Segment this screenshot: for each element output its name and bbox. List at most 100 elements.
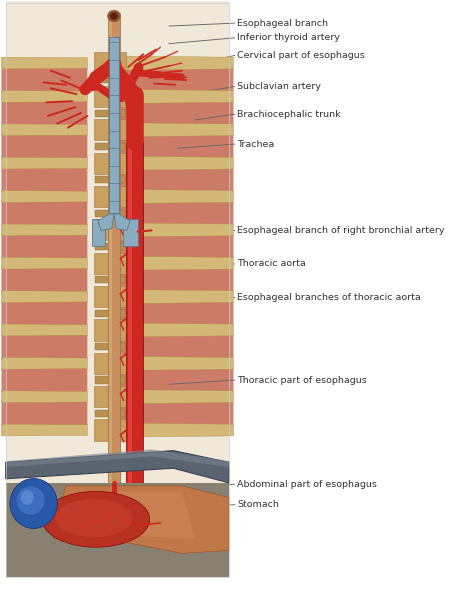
Polygon shape bbox=[109, 37, 119, 213]
Polygon shape bbox=[1, 90, 87, 102]
Polygon shape bbox=[1, 158, 87, 169]
Polygon shape bbox=[98, 214, 114, 231]
Ellipse shape bbox=[55, 499, 132, 537]
Polygon shape bbox=[118, 367, 234, 393]
Polygon shape bbox=[95, 110, 125, 117]
Polygon shape bbox=[1, 166, 87, 193]
Polygon shape bbox=[94, 153, 126, 173]
Polygon shape bbox=[1, 191, 87, 202]
Polygon shape bbox=[1, 100, 87, 126]
Ellipse shape bbox=[21, 490, 34, 505]
Polygon shape bbox=[1, 291, 87, 303]
Polygon shape bbox=[94, 286, 126, 307]
Text: Brachiocephalic trunk: Brachiocephalic trunk bbox=[237, 110, 340, 119]
Polygon shape bbox=[1, 400, 87, 427]
Polygon shape bbox=[95, 376, 125, 384]
Text: Stomach: Stomach bbox=[237, 500, 279, 509]
Polygon shape bbox=[1, 391, 87, 402]
Polygon shape bbox=[1, 333, 87, 360]
Polygon shape bbox=[95, 343, 125, 350]
Polygon shape bbox=[94, 253, 126, 274]
Polygon shape bbox=[118, 167, 234, 192]
Polygon shape bbox=[118, 134, 234, 159]
Polygon shape bbox=[1, 133, 87, 160]
Polygon shape bbox=[1, 324, 87, 336]
Polygon shape bbox=[1, 124, 87, 136]
Polygon shape bbox=[53, 486, 229, 553]
Polygon shape bbox=[114, 214, 130, 231]
Text: Esophageal branch: Esophageal branch bbox=[237, 19, 328, 28]
Polygon shape bbox=[1, 424, 87, 436]
Polygon shape bbox=[95, 310, 125, 317]
Polygon shape bbox=[94, 119, 126, 140]
Ellipse shape bbox=[42, 491, 150, 547]
Polygon shape bbox=[118, 201, 234, 226]
Polygon shape bbox=[113, 189, 234, 204]
Polygon shape bbox=[94, 186, 126, 207]
Polygon shape bbox=[95, 76, 125, 83]
Polygon shape bbox=[1, 234, 87, 260]
Polygon shape bbox=[1, 367, 87, 393]
Text: Trachea: Trachea bbox=[237, 140, 274, 149]
Polygon shape bbox=[123, 219, 137, 246]
Polygon shape bbox=[113, 123, 234, 137]
Polygon shape bbox=[6, 483, 229, 577]
Polygon shape bbox=[6, 451, 229, 483]
Polygon shape bbox=[94, 53, 126, 74]
Polygon shape bbox=[127, 142, 143, 518]
Polygon shape bbox=[1, 358, 87, 369]
Polygon shape bbox=[94, 419, 126, 441]
Text: Thoracic aorta: Thoracic aorta bbox=[237, 260, 306, 268]
Polygon shape bbox=[1, 257, 87, 269]
Text: Inferior thyroid artery: Inferior thyroid artery bbox=[237, 33, 340, 42]
Polygon shape bbox=[128, 145, 132, 512]
Polygon shape bbox=[1, 57, 87, 69]
Polygon shape bbox=[94, 319, 126, 340]
Polygon shape bbox=[94, 386, 126, 407]
Text: Thoracic part of esophagus: Thoracic part of esophagus bbox=[237, 376, 367, 385]
Polygon shape bbox=[108, 13, 120, 518]
Polygon shape bbox=[118, 401, 234, 426]
Polygon shape bbox=[113, 290, 234, 304]
Text: Cervical part of esophagus: Cervical part of esophagus bbox=[237, 51, 365, 60]
Polygon shape bbox=[113, 256, 234, 270]
Polygon shape bbox=[118, 234, 234, 260]
Text: Subclavian artery: Subclavian artery bbox=[237, 82, 321, 91]
Polygon shape bbox=[95, 243, 125, 250]
Polygon shape bbox=[113, 389, 234, 404]
Polygon shape bbox=[95, 176, 125, 183]
Polygon shape bbox=[6, 1, 229, 512]
Polygon shape bbox=[6, 450, 229, 467]
Text: Abdominal part of esophagus: Abdominal part of esophagus bbox=[237, 480, 377, 489]
Ellipse shape bbox=[108, 10, 120, 22]
Polygon shape bbox=[1, 200, 87, 227]
Ellipse shape bbox=[110, 12, 118, 19]
Polygon shape bbox=[113, 89, 234, 103]
Polygon shape bbox=[94, 219, 126, 241]
Polygon shape bbox=[1, 267, 87, 293]
Polygon shape bbox=[118, 267, 234, 293]
Polygon shape bbox=[109, 19, 112, 512]
Polygon shape bbox=[113, 56, 234, 70]
Polygon shape bbox=[92, 219, 105, 246]
Text: Esophageal branches of thoracic aorta: Esophageal branches of thoracic aorta bbox=[237, 293, 420, 302]
Polygon shape bbox=[113, 223, 234, 237]
Polygon shape bbox=[113, 423, 234, 437]
Polygon shape bbox=[118, 100, 234, 126]
Text: Esophageal branch of right bronchial artery: Esophageal branch of right bronchial art… bbox=[237, 226, 445, 235]
Polygon shape bbox=[118, 67, 234, 93]
Polygon shape bbox=[94, 353, 126, 374]
Polygon shape bbox=[118, 334, 234, 359]
Polygon shape bbox=[95, 276, 125, 283]
Polygon shape bbox=[95, 209, 125, 217]
Polygon shape bbox=[113, 356, 234, 371]
Polygon shape bbox=[87, 491, 195, 539]
Polygon shape bbox=[1, 224, 87, 236]
Polygon shape bbox=[95, 410, 125, 417]
Polygon shape bbox=[95, 143, 125, 150]
Polygon shape bbox=[113, 156, 234, 171]
Ellipse shape bbox=[17, 486, 45, 514]
Polygon shape bbox=[1, 67, 87, 93]
Ellipse shape bbox=[10, 478, 57, 529]
Polygon shape bbox=[118, 300, 234, 326]
